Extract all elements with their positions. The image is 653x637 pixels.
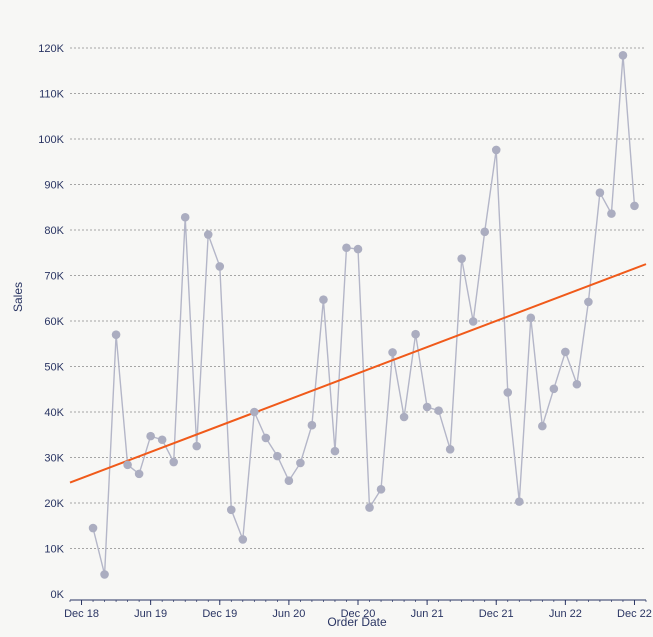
gridlines bbox=[70, 47, 646, 549]
data-point bbox=[376, 485, 386, 494]
y-tick-label: 80K bbox=[44, 225, 64, 237]
y-axis: 0K 10K 20K 30K 40K 50K 60K 70K 80K 90K 100K 110K 120… bbox=[38, 43, 64, 601]
y-tick-label: 70K bbox=[44, 271, 64, 283]
y-axis-title: Sales bbox=[11, 282, 25, 312]
y-tick-label: 50K bbox=[44, 362, 64, 374]
data-point bbox=[584, 297, 593, 307]
data-point bbox=[342, 243, 351, 253]
data-point bbox=[157, 435, 167, 445]
x-tick-label: Dec 19 bbox=[202, 608, 237, 620]
y-tick-label: 90K bbox=[44, 180, 64, 192]
data-point bbox=[100, 570, 109, 579]
data-point bbox=[238, 535, 248, 544]
x-tick-label: Dec 21 bbox=[479, 608, 514, 620]
y-tick-label: 20K bbox=[44, 498, 64, 510]
data-point bbox=[526, 313, 536, 323]
y-tick-label: 10K bbox=[44, 544, 64, 556]
y-tick-label: 120K bbox=[38, 43, 64, 55]
data-point bbox=[111, 330, 121, 339]
y-tick-label: 100K bbox=[38, 134, 64, 146]
x-tick-label: Jun 21 bbox=[411, 608, 444, 620]
data-point bbox=[549, 384, 559, 394]
data-point bbox=[538, 421, 547, 431]
data-point bbox=[203, 230, 213, 239]
data-point bbox=[146, 431, 155, 441]
data-point bbox=[618, 50, 628, 60]
data-point bbox=[296, 458, 305, 468]
data-point bbox=[595, 188, 605, 197]
data-point bbox=[503, 388, 513, 397]
data-point bbox=[169, 457, 178, 467]
y-tick-label: 40K bbox=[44, 407, 64, 419]
data-point bbox=[411, 329, 420, 339]
data-point bbox=[445, 445, 455, 454]
data-point bbox=[284, 476, 294, 486]
x-tick-label: Dec 22 bbox=[617, 608, 652, 620]
data-point bbox=[307, 420, 317, 430]
data-point bbox=[134, 469, 144, 479]
data-point bbox=[468, 317, 478, 326]
x-tick-label: Dec 20 bbox=[341, 608, 376, 620]
data-point bbox=[422, 402, 432, 412]
y-tick-label: 110K bbox=[39, 89, 65, 101]
y-tick-label: 60K bbox=[44, 316, 64, 328]
data-point bbox=[572, 379, 582, 389]
sales-line bbox=[92, 55, 636, 575]
data-point bbox=[123, 460, 132, 470]
y-tick-label: 0K bbox=[51, 589, 65, 601]
x-axis-title: Order Date bbox=[327, 615, 387, 629]
series-layer bbox=[69, 50, 647, 579]
data-point bbox=[480, 227, 490, 237]
data-point bbox=[607, 209, 616, 218]
x-tick-label: Jun 19 bbox=[134, 608, 167, 620]
data-point bbox=[561, 347, 570, 357]
data-point bbox=[250, 407, 259, 417]
trend-line bbox=[69, 263, 647, 484]
data-point bbox=[226, 505, 236, 515]
data-point bbox=[353, 244, 363, 254]
data-point bbox=[630, 201, 639, 211]
data-point bbox=[399, 412, 409, 422]
x-axis: Dec 18 Jun 19 Dec 19 Jun 20 Dec 20 Jun 21 Dec … bbox=[64, 599, 652, 620]
y-tick-label: 30K bbox=[44, 453, 64, 465]
x-tick-label: Jun 20 bbox=[272, 608, 305, 620]
data-point bbox=[180, 212, 190, 222]
data-point bbox=[319, 295, 328, 304]
data-point bbox=[388, 348, 397, 357]
data-point bbox=[434, 406, 443, 415]
data-point bbox=[215, 262, 225, 271]
data-point bbox=[261, 433, 271, 443]
x-tick-label: Dec 18 bbox=[64, 608, 99, 620]
data-point bbox=[514, 497, 524, 506]
data-point bbox=[330, 446, 340, 456]
data-point bbox=[457, 254, 466, 263]
data-point bbox=[273, 451, 282, 461]
data-point bbox=[491, 145, 501, 155]
x-tick-label: Jun 22 bbox=[549, 608, 582, 620]
data-point bbox=[192, 441, 202, 451]
data-point bbox=[88, 523, 98, 533]
data-point bbox=[365, 503, 374, 512]
